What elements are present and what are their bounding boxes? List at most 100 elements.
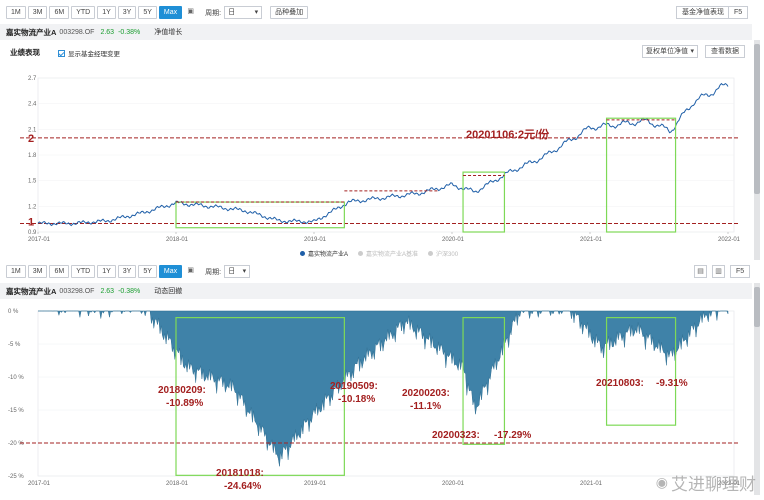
unit-value: 复权单位净值 [646, 48, 688, 55]
calendar-icon[interactable]: ▣ [187, 8, 194, 15]
x-tick-label: 2020-01 [442, 237, 465, 243]
period-select[interactable]: 日 ▾ [224, 6, 263, 19]
annotation-date: 20180209: [158, 385, 206, 396]
highlight-box [175, 317, 345, 476]
period-select[interactable]: 日 ▾ [224, 265, 251, 278]
annotation-value: -11.1% [410, 401, 441, 412]
period-label: 周期: [205, 268, 222, 276]
range-3y-button[interactable]: 3Y [117, 6, 137, 19]
manager-change-label: 显示基金经理变更 [68, 51, 120, 58]
export-icon[interactable]: ▥ [712, 265, 725, 278]
annotation-date: 20200323: [432, 430, 480, 441]
y-tick-label: -5 % [8, 342, 21, 348]
fund-change: -0.38% [118, 287, 141, 295]
bottom-scrollbar[interactable] [754, 283, 760, 495]
fund-change: -0.38% [118, 28, 141, 36]
legend-label-fund: 嘉实物流产业A [308, 252, 349, 258]
range-3m-button[interactable]: 3M [27, 6, 48, 19]
y-tick-label: 2.7 [28, 76, 37, 82]
weibo-icon: ◉ [655, 474, 668, 491]
range-1m-button[interactable]: 1M [6, 265, 26, 278]
range-1m-button[interactable]: 1M [6, 6, 26, 19]
range-ytd-button[interactable]: YTD [71, 6, 96, 19]
annotation-value: -9.31% [656, 378, 688, 389]
bottom-scrollbar-thumb[interactable] [754, 287, 760, 327]
range-3y-button[interactable]: 3Y [117, 265, 137, 278]
fund-performance-button[interactable]: 基金净值表现 [676, 6, 730, 19]
range-5y-button[interactable]: 5Y [138, 265, 157, 278]
range-1y-button[interactable]: 1Y [97, 265, 116, 278]
x-tick-label: 2018-01 [166, 237, 189, 243]
x-tick-label: 2021-01 [580, 481, 603, 487]
y-tick-label: 1.2 [28, 204, 37, 210]
x-tick-label: 2022-01 [718, 237, 741, 243]
annotation-label: 20201106:2元/份 [466, 127, 550, 141]
table-icon[interactable]: ▤ [694, 265, 707, 278]
nav-series-line [37, 82, 729, 227]
fund-name: 嘉实物流产业A [6, 27, 57, 37]
y-tick-label: -20 % [8, 441, 24, 447]
chevron-down-icon: ▾ [254, 9, 259, 16]
range-ytd-button[interactable]: YTD [71, 265, 96, 278]
legend-item-fund[interactable]: 嘉实物流产业A [300, 249, 348, 258]
range-5y-button[interactable]: 5Y [138, 6, 157, 19]
legend-label-csi300: 沪深300 [436, 252, 459, 258]
legend-dot-icon [358, 251, 364, 256]
fund-code: 003298.OF [59, 28, 95, 36]
drawdown-tab[interactable]: 动态回撤 [154, 288, 183, 295]
fund-nav: 2.63 [100, 287, 115, 295]
legend-item-benchmark[interactable]: 嘉实物流产业A基准 [358, 249, 418, 258]
y-tick-label: 2.1 [28, 127, 37, 133]
range-6m-button[interactable]: 6M [49, 265, 70, 278]
legend-item-csi300[interactable]: 沪深300 [428, 249, 458, 258]
annotation-value: -17.29% [494, 430, 531, 441]
range-1y-button[interactable]: 1Y [97, 6, 116, 19]
fund-name: 嘉实物流产业A [6, 286, 57, 296]
x-tick-label: 2021-01 [580, 237, 603, 243]
annotation-value: -10.18% [338, 394, 375, 405]
manager-change-checkbox[interactable]: 显示基金经理变更 [58, 48, 120, 58]
range-max-button[interactable]: Max [158, 265, 183, 278]
range-max-button[interactable]: Max [158, 6, 183, 19]
unit-select[interactable]: 复权单位净值 ▾ [642, 45, 698, 58]
range-3m-button[interactable]: 3M [27, 265, 48, 278]
f5-button[interactable]: F5 [728, 6, 749, 19]
fund-info-row-bottom: 嘉实物流产业A 003298.OF 2.63 -0.38% 动态回撤 [0, 283, 752, 299]
drawdown-area-chart: 0 % -5 % -10 % -15 % -20 % -25 % 2017-01 2018-0… [8, 309, 741, 492]
y-tick-label: 0 % [8, 309, 19, 315]
highlight-box [605, 117, 677, 233]
watermark: ◉ 艾进聊理财 [655, 470, 756, 496]
y-tick-label: -10 % [8, 375, 24, 381]
x-tick-label: 2018-01 [166, 481, 189, 487]
f5-button[interactable]: F5 [730, 265, 751, 278]
top-scrollbar-thumb[interactable] [754, 44, 760, 194]
chevron-down-icon: ▾ [242, 268, 247, 275]
bottom-toolbar: 1M 3M 6M YTD 1Y 3Y 5Y Max ▣ 周期: 日 ▾ [0, 265, 764, 278]
legend-label-benchmark: 嘉实物流产业A基准 [366, 252, 419, 258]
y-tick-label: -25 % [8, 474, 24, 480]
nav-growth-tab[interactable]: 净值增长 [154, 29, 183, 36]
fund-info-row: 嘉实物流产业A 003298.OF 2.63 -0.38% 净值增长 [0, 24, 752, 40]
x-tick-label: 2019-01 [304, 237, 327, 243]
highlight-box [605, 317, 677, 426]
top-toolbar: 1M 3M 6M YTD 1Y 3Y 5Y Max ▣ 周期: 日 ▾ 品种叠加 [0, 6, 764, 19]
period-value: 日 [228, 268, 236, 275]
x-tick-label: 2017-01 [28, 237, 51, 243]
overlay-button[interactable]: 品种叠加 [270, 6, 309, 19]
annotation-date: 20181018: [216, 468, 264, 479]
y-tick-label: -15 % [8, 408, 24, 414]
range-6m-button[interactable]: 6M [49, 6, 70, 19]
view-data-button[interactable]: 查看数据 [705, 45, 745, 58]
period-value: 日 [228, 9, 236, 16]
fund-code: 003298.OF [59, 287, 95, 295]
calendar-icon[interactable]: ▣ [187, 267, 194, 274]
x-tick-label: 2019-01 [304, 481, 327, 487]
section-title: 业绩表现 [10, 48, 40, 57]
annotation-date: 20190509: [330, 381, 378, 392]
annotation-label: 1 [28, 216, 34, 228]
top-scrollbar[interactable] [754, 40, 760, 260]
y-tick-label: 1.5 [28, 179, 37, 185]
y-tick-label: 1.8 [28, 153, 37, 159]
watermark-text: 艾进聊理财 [671, 475, 756, 495]
legend: 嘉实物流产业A 嘉实物流产业A基准 沪深300 [300, 249, 458, 258]
